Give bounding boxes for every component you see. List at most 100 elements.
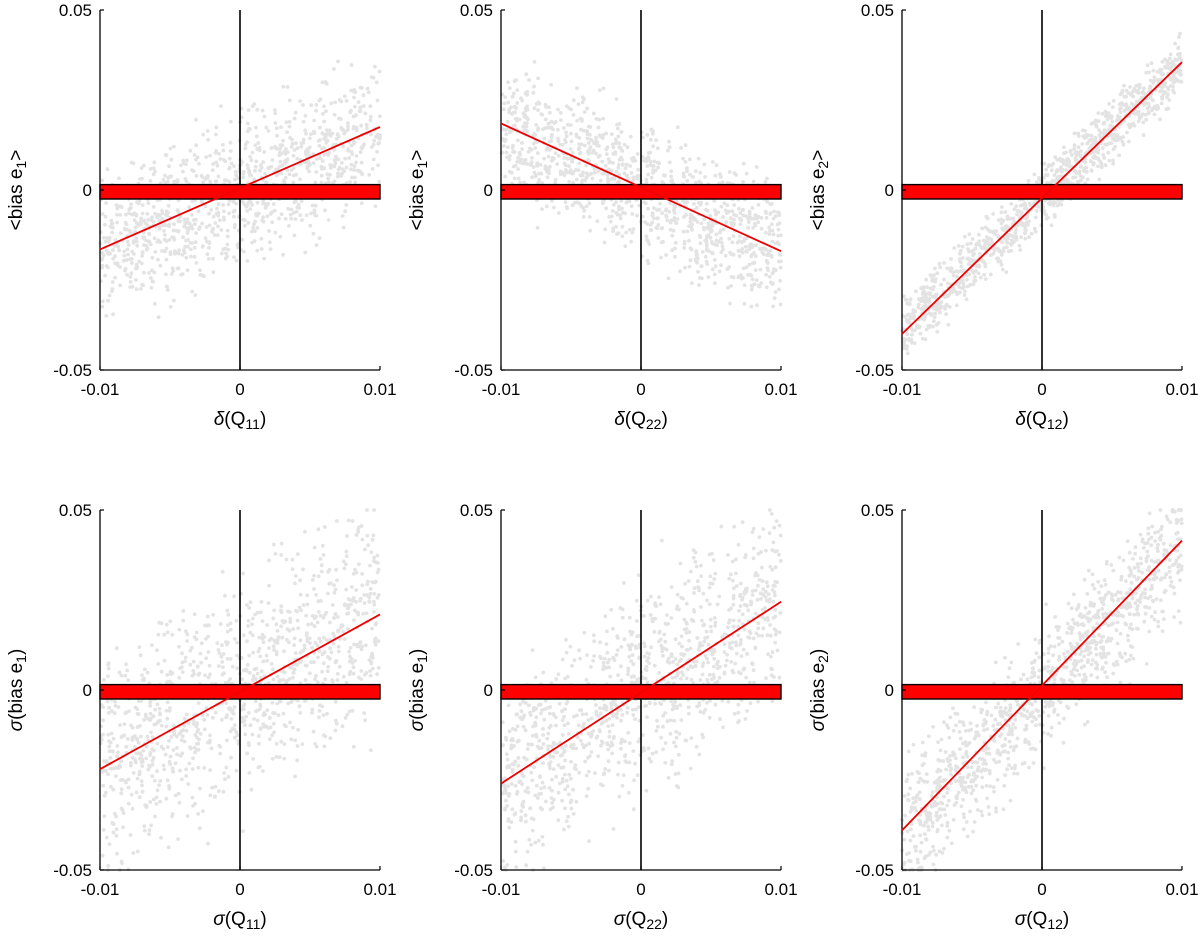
scatter-point xyxy=(204,155,209,159)
scatter-point xyxy=(659,240,664,245)
scatter-point xyxy=(747,244,752,248)
scatter-point xyxy=(1034,180,1039,185)
scatter-point xyxy=(273,711,277,716)
scatter-point xyxy=(507,157,512,162)
scatter-point xyxy=(939,300,944,305)
scatter-point xyxy=(184,238,189,243)
y-tick-label: -0.05 xyxy=(53,361,92,380)
scatter-point xyxy=(226,247,231,252)
scatter-point xyxy=(1009,202,1014,206)
scatter-point xyxy=(320,167,324,171)
scatter-point xyxy=(975,241,979,246)
scatter-point xyxy=(1004,240,1009,245)
scatter-point xyxy=(240,159,244,164)
scatter-point xyxy=(767,225,771,230)
scatter-point xyxy=(168,706,172,711)
scatter-point xyxy=(581,170,585,175)
scatter-point xyxy=(178,768,182,773)
scatter-point xyxy=(332,112,337,117)
scatter-point xyxy=(168,252,173,257)
scatter-point xyxy=(126,678,131,683)
scatter-point xyxy=(686,667,690,672)
scatter-point xyxy=(255,200,260,205)
scatter-point xyxy=(254,134,259,139)
scatter-point xyxy=(930,279,935,283)
scatter-point xyxy=(176,210,181,215)
scatter-point xyxy=(348,654,352,659)
y-tick-label: 0 xyxy=(484,181,493,200)
scatter-point xyxy=(568,123,573,127)
scatter-point xyxy=(732,171,737,175)
scatter-point xyxy=(778,278,783,283)
scatter-point xyxy=(340,127,345,132)
scatter-point xyxy=(525,747,530,751)
x-tick-label: 0.01 xyxy=(1165,380,1198,399)
scatter-point xyxy=(1141,90,1145,94)
scatter-point xyxy=(563,806,567,811)
scatter-point xyxy=(324,81,329,86)
scatter-point xyxy=(118,213,123,217)
scatter-point xyxy=(268,247,273,252)
scatter-point xyxy=(646,172,651,177)
scatter-point xyxy=(124,662,128,667)
scatter-point xyxy=(271,677,276,682)
scatter-point xyxy=(503,127,508,132)
scatter-point xyxy=(732,203,737,207)
scatter-point xyxy=(593,140,598,145)
scatter-point xyxy=(211,214,216,219)
scatter-point xyxy=(702,162,707,167)
scatter-point xyxy=(706,275,711,279)
scatter-point xyxy=(375,553,380,558)
scatter-point xyxy=(678,561,683,566)
scatter-point xyxy=(320,669,324,674)
scatter-point xyxy=(126,252,130,257)
scatter-point xyxy=(709,629,714,634)
scatter-point xyxy=(1001,228,1006,233)
scatter-point xyxy=(107,744,112,749)
scatter-point xyxy=(108,251,112,256)
scatter-point xyxy=(114,646,119,651)
scatter-point xyxy=(215,641,220,645)
scatter-point xyxy=(226,774,231,779)
scatter-point xyxy=(624,162,629,167)
scatter-point xyxy=(255,248,260,253)
scatter-point xyxy=(645,133,650,137)
scatter-point xyxy=(298,638,303,643)
scatter-point xyxy=(194,117,198,122)
scatter-point xyxy=(1018,221,1023,226)
scatter-point xyxy=(646,239,650,244)
scatter-point xyxy=(1136,109,1141,114)
scatter-point xyxy=(267,646,271,650)
scatter-point xyxy=(177,644,181,649)
scatter-point xyxy=(605,145,610,150)
scatter-point xyxy=(116,750,120,755)
scatter-point xyxy=(170,632,175,637)
scatter-point xyxy=(340,623,345,628)
scatter-point xyxy=(107,235,112,240)
scatter-point xyxy=(1103,163,1108,168)
scatter-point xyxy=(773,632,778,637)
scatter-point xyxy=(744,249,749,253)
scatter-point xyxy=(281,677,286,682)
scatter-point xyxy=(190,795,195,800)
scatter-point xyxy=(137,772,142,777)
scatter-point xyxy=(182,716,187,721)
scatter-point xyxy=(628,164,632,168)
scatter-point xyxy=(656,223,661,227)
scatter-point xyxy=(293,774,297,779)
scatter-point xyxy=(133,745,137,749)
scatter-point xyxy=(277,755,282,760)
scatter-point xyxy=(513,839,518,844)
scatter-point xyxy=(759,216,764,220)
scatter-point xyxy=(248,671,252,675)
scatter-point xyxy=(577,161,582,166)
scatter-point xyxy=(131,239,136,244)
scatter-point xyxy=(1158,77,1163,82)
scatter-point xyxy=(135,243,140,248)
scatter-point xyxy=(1103,109,1108,114)
scatter-point xyxy=(146,201,151,206)
scatter-point xyxy=(336,649,341,654)
scatter-point xyxy=(601,86,606,91)
scatter-point xyxy=(100,265,104,270)
scatter-point xyxy=(216,210,221,215)
